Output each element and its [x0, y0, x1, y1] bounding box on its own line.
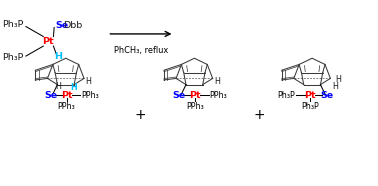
Text: Pt: Pt [189, 91, 201, 100]
Text: H: H [332, 82, 338, 91]
Text: H: H [55, 82, 61, 91]
Text: H: H [70, 83, 77, 92]
Text: Pt: Pt [304, 91, 316, 100]
Text: +: + [134, 108, 146, 122]
Text: Se: Se [55, 21, 68, 30]
Text: H: H [214, 77, 220, 86]
Text: PPh₃: PPh₃ [57, 102, 75, 111]
Text: Se: Se [321, 91, 334, 100]
Text: Ph₃P: Ph₃P [277, 91, 295, 100]
Text: PhCH₃, reflux: PhCH₃, reflux [114, 46, 168, 55]
Text: Pt: Pt [43, 37, 54, 46]
Text: Ph₃P: Ph₃P [301, 102, 319, 111]
Text: Ph₃P: Ph₃P [2, 20, 24, 29]
Text: Ph₃P: Ph₃P [2, 53, 24, 62]
Text: Se: Se [173, 91, 186, 100]
Text: Pt: Pt [61, 91, 72, 100]
Text: PPh₃: PPh₃ [210, 91, 227, 100]
Text: Se: Se [44, 91, 57, 100]
Text: PPh₃: PPh₃ [186, 102, 204, 111]
Text: Dbb: Dbb [64, 21, 83, 30]
Text: H: H [335, 76, 341, 84]
Text: +: + [254, 108, 265, 122]
Text: PPh₃: PPh₃ [81, 91, 99, 100]
Text: H: H [54, 52, 62, 61]
Text: H: H [86, 77, 91, 86]
